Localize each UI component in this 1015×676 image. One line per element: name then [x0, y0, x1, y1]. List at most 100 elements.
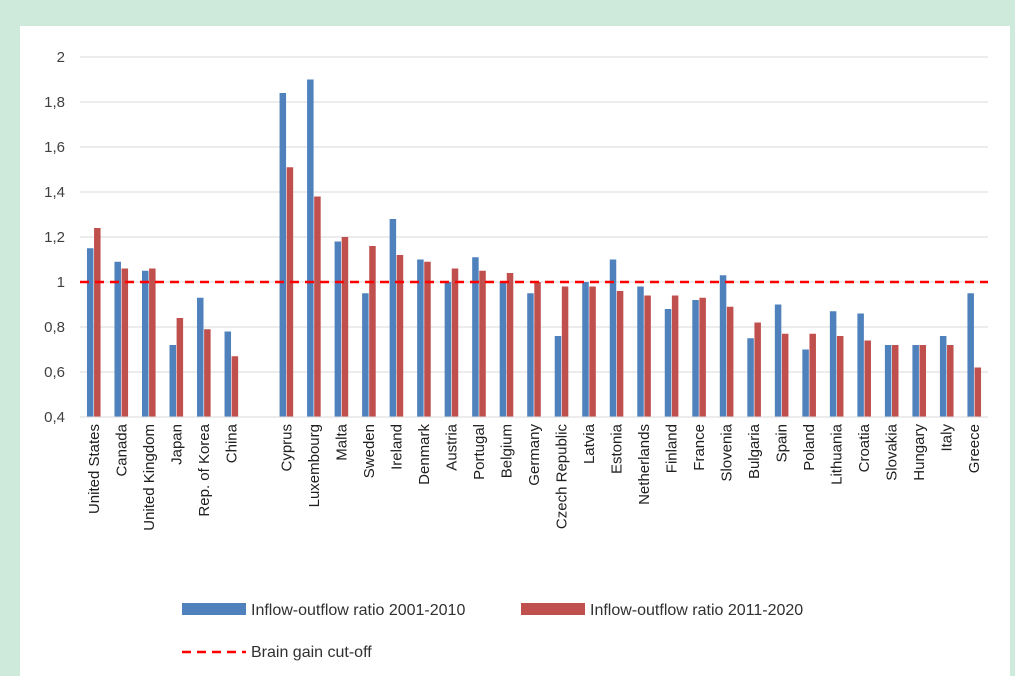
bar-series-2	[836, 336, 844, 417]
bar-series-2	[506, 273, 514, 417]
bar-series-1	[554, 336, 562, 417]
x-category-label: Bulgaria	[746, 423, 763, 479]
bar-series-1	[774, 304, 782, 417]
x-category-label: Rep. of Korea	[196, 423, 213, 516]
bar-series-1	[114, 261, 121, 417]
bar-series-1	[829, 311, 837, 417]
bar-series-2	[671, 295, 679, 417]
bar-series-2	[754, 322, 761, 417]
x-category-label: Austria	[443, 423, 460, 470]
bar-series-1	[389, 219, 397, 417]
y-tick-label: 0,6	[44, 364, 65, 381]
x-category-label: Finland	[664, 424, 681, 473]
bar-series-1	[802, 349, 809, 417]
legend-swatch-series-1	[182, 603, 246, 615]
bar-series-2	[781, 333, 789, 417]
bar-series-1	[747, 338, 754, 417]
x-category-label: Japan	[168, 424, 185, 465]
bar-series-2	[616, 291, 624, 417]
bar-series-2	[947, 345, 954, 417]
x-category-label: Latvia	[581, 423, 598, 464]
bar-series-1	[307, 79, 314, 417]
x-category-label: Lithuania	[829, 423, 846, 485]
x-category-label: Poland	[801, 424, 818, 471]
bar-series-1	[967, 293, 974, 417]
x-category-label: Czech Republic	[554, 424, 571, 530]
bar-series-1	[141, 270, 149, 417]
x-category-label: Ireland	[388, 424, 405, 470]
bar-series-1	[527, 293, 534, 417]
x-category-label: Croatia	[856, 423, 873, 472]
bar-series-2	[341, 237, 349, 417]
bar-series-1	[857, 313, 864, 417]
bar-series-2	[974, 367, 982, 417]
bar-series-1	[609, 259, 617, 417]
bar-series-1	[637, 286, 644, 417]
y-tick-label: 2	[57, 49, 65, 66]
x-category-label: Malta	[333, 423, 350, 460]
bar-series-2	[396, 255, 404, 417]
bar-series-1	[444, 282, 452, 417]
x-category-label: China	[223, 423, 240, 463]
x-axis-category-labels: United States Canada United Kingdom Japan Re…	[86, 423, 983, 530]
bar-series-2	[726, 306, 734, 417]
bar-series-2	[561, 286, 569, 417]
bar-series-1	[86, 248, 94, 417]
bar-series-1	[719, 275, 727, 417]
y-tick-label: 1,6	[44, 139, 65, 156]
bar-chart: 0,4 0,6 0,8 1 1,2 1,4 1,6 1,8 2 United States Can…	[44, 49, 988, 661]
x-category-label: Cyprus	[278, 424, 295, 472]
bar-series-2	[644, 295, 651, 417]
x-category-label: United Kingdom	[141, 424, 158, 531]
x-category-label: Luxembourg	[306, 424, 323, 507]
bar-series-2	[451, 268, 459, 417]
gridlines	[80, 56, 988, 418]
y-tick-label: 1,8	[44, 94, 65, 111]
x-category-label: Slovakia	[884, 423, 901, 480]
bar-series-2	[699, 297, 706, 417]
bar-series-2	[231, 356, 239, 417]
bar-series-2	[176, 318, 184, 417]
x-category-label: Denmark	[416, 424, 433, 485]
legend-swatch-series-2	[521, 603, 585, 615]
bar-series-2	[424, 261, 431, 417]
y-tick-label: 0,8	[44, 319, 65, 336]
legend-label-reference-line: Brain gain cut-off	[251, 644, 372, 661]
bar-series-2	[314, 196, 321, 417]
bar-series-1	[939, 336, 947, 417]
legend-label-series-2: Inflow-outflow ratio 2011-2020	[590, 602, 803, 619]
bar-series-1	[362, 293, 369, 417]
y-tick-label: 0,4	[44, 409, 65, 426]
x-category-label: Sweden	[361, 424, 378, 478]
bar-series-2	[864, 340, 871, 417]
bar-series-1	[334, 241, 342, 417]
x-category-label: Netherlands	[636, 424, 653, 505]
bar-series-2	[286, 167, 294, 417]
bar-series-1	[884, 345, 892, 417]
bar-series-2	[204, 329, 211, 417]
bars	[86, 79, 982, 417]
x-category-label: Germany	[526, 424, 543, 486]
legend-label-series-1: Inflow-outflow ratio 2001-2010	[251, 602, 465, 619]
bar-series-2	[149, 268, 156, 417]
y-tick-label: 1,2	[44, 229, 65, 246]
y-tick-label: 1	[57, 274, 65, 291]
bar-series-1	[472, 257, 479, 417]
bar-series-2	[919, 345, 927, 417]
bar-series-2	[479, 270, 486, 417]
bar-series-2	[891, 345, 899, 417]
bar-series-1	[169, 345, 177, 417]
x-category-label: France	[691, 424, 708, 471]
x-category-label: United States	[86, 424, 103, 514]
bar-series-1	[499, 282, 507, 417]
bar-series-2	[369, 246, 376, 417]
x-category-label: Portugal	[471, 424, 488, 480]
bar-series-1	[692, 300, 699, 417]
bar-series-2	[94, 228, 101, 417]
x-category-label: Canada	[113, 423, 130, 476]
x-category-label: Belgium	[498, 424, 515, 478]
x-category-label: Italy	[939, 424, 956, 452]
bar-series-2	[809, 333, 816, 417]
chart-panel: 0,4 0,6 0,8 1 1,2 1,4 1,6 1,8 2 United States Can…	[20, 26, 1010, 676]
y-axis-tick-labels: 0,4 0,6 0,8 1 1,2 1,4 1,6 1,8 2	[44, 49, 65, 426]
